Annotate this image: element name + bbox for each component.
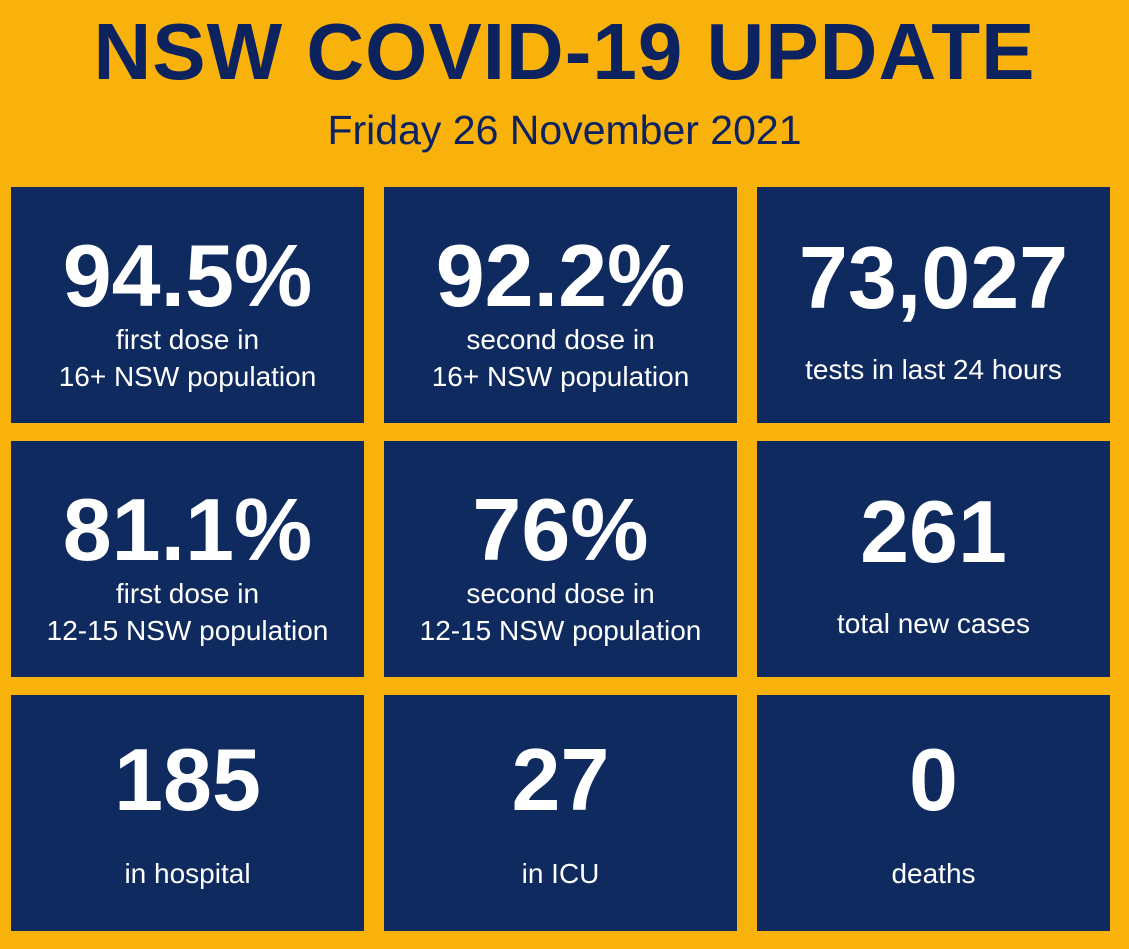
- stat-value: 81.1%: [62, 480, 313, 579]
- stat-value: 73,027: [798, 228, 1069, 327]
- stat-label-line: 16+ NSW population: [58, 361, 317, 392]
- stat-value: 0: [909, 730, 958, 829]
- stat-tile-second-dose-12-15: 76% second dose in 12-15 NSW population: [384, 441, 737, 677]
- stat-tile-icu: 27 in ICU: [384, 695, 737, 931]
- stat-value: 92.2%: [435, 226, 686, 325]
- stat-label-line: in ICU: [521, 858, 600, 889]
- stat-label: first dose in 12-15 NSW population: [11, 575, 364, 649]
- stat-label-line: total new cases: [837, 608, 1030, 639]
- stat-tile-hospital: 185 in hospital: [11, 695, 364, 931]
- stat-value: 261: [860, 482, 1007, 581]
- stat-label-line: 12-15 NSW population: [419, 615, 702, 646]
- stat-value: 185: [114, 730, 261, 829]
- stat-label: in hospital: [11, 855, 364, 892]
- stat-label: second dose in 12-15 NSW population: [384, 575, 737, 649]
- stat-label: total new cases: [757, 605, 1110, 642]
- stat-label: tests in last 24 hours: [757, 351, 1110, 388]
- stat-label-line: 16+ NSW population: [431, 361, 690, 392]
- stat-label-line: 12-15 NSW population: [46, 615, 329, 646]
- update-date: Friday 26 November 2021: [327, 107, 802, 153]
- stat-label-line: second dose in: [466, 324, 655, 355]
- stat-label: in ICU: [384, 855, 737, 892]
- stat-label-line: first dose in: [115, 578, 260, 609]
- stat-label-line: deaths: [891, 858, 976, 889]
- stat-label: first dose in 16+ NSW population: [11, 321, 364, 395]
- stats-grid: 94.5% first dose in 16+ NSW population 9…: [11, 187, 1110, 932]
- stat-tile-deaths: 0 deaths: [757, 695, 1110, 931]
- stat-tile-tests: 73,027 tests in last 24 hours: [757, 187, 1110, 423]
- stat-label-line: first dose in: [115, 324, 260, 355]
- stat-label-line: tests in last 24 hours: [805, 354, 1062, 385]
- stat-tile-first-dose-16plus: 94.5% first dose in 16+ NSW population: [11, 187, 364, 423]
- stat-label: deaths: [757, 855, 1110, 892]
- stat-tile-second-dose-16plus: 92.2% second dose in 16+ NSW population: [384, 187, 737, 423]
- stat-value: 27: [511, 730, 610, 829]
- stat-label: second dose in 16+ NSW population: [384, 321, 737, 395]
- stat-value: 76%: [472, 480, 649, 579]
- page-title: NSW COVID-19 UPDATE: [93, 7, 1036, 96]
- stat-tile-new-cases: 261 total new cases: [757, 441, 1110, 677]
- stat-value: 94.5%: [62, 226, 313, 325]
- stat-label-line: in hospital: [124, 858, 251, 889]
- stat-label-line: second dose in: [466, 578, 655, 609]
- stat-tile-first-dose-12-15: 81.1% first dose in 12-15 NSW population: [11, 441, 364, 677]
